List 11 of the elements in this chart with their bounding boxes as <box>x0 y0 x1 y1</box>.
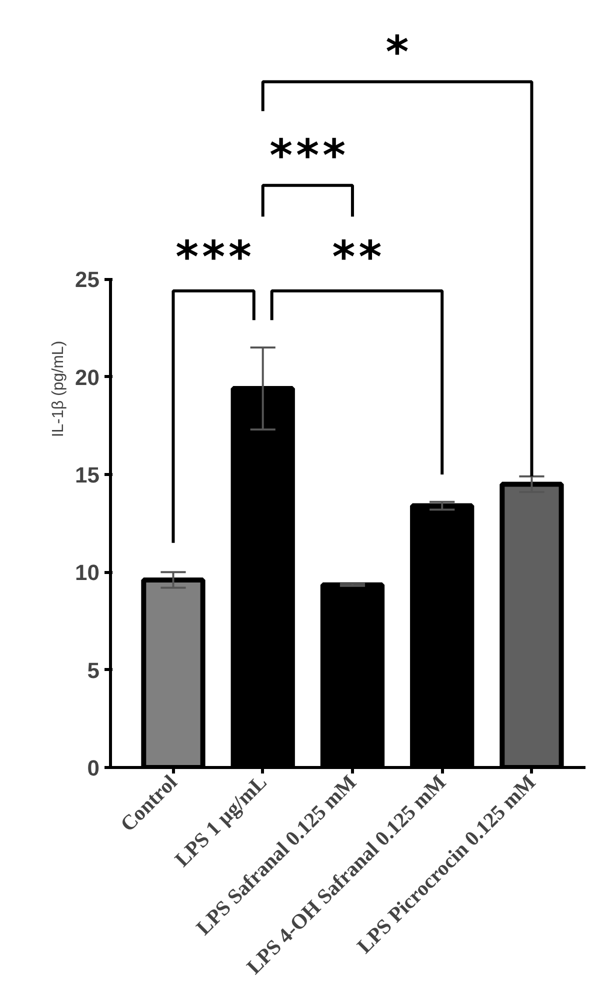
y-tick-label: 25 <box>75 267 100 292</box>
y-tick-label: 20 <box>75 364 100 390</box>
text: * <box>384 27 411 78</box>
y-tick-label: 10 <box>75 560 100 586</box>
annotation: ** <box>330 232 384 284</box>
y-axis-title: IL-1β (pg/mL) <box>50 340 68 438</box>
y-tick-label: 5 <box>87 658 100 683</box>
annotation: *** <box>174 232 254 284</box>
text: *** <box>268 130 348 182</box>
y-tick-label: 15 <box>75 462 100 488</box>
y-tick-label: 0 <box>87 756 100 780</box>
